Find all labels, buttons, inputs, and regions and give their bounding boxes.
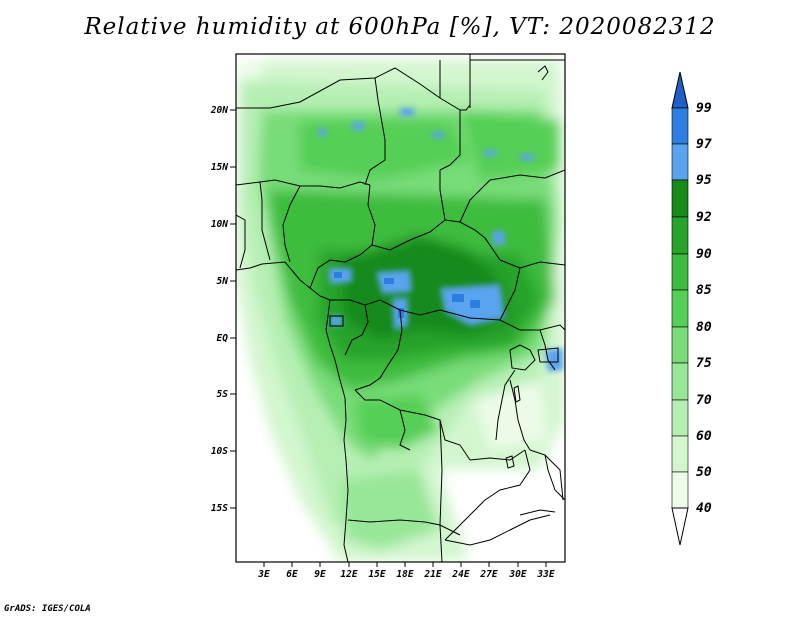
lat-tick-label: 15N: [211, 162, 228, 173]
colorbar-label: 99: [696, 101, 712, 116]
map-frame: [235, 53, 566, 563]
colorbar-bin: [671, 435, 689, 473]
colorbar-bin: [671, 143, 689, 181]
colorbar-label: 90: [696, 247, 712, 262]
lon-tick-label: 15E: [368, 569, 385, 580]
lat-tick-label: 20N: [210, 105, 228, 116]
lon-tick-label: 9E: [314, 569, 326, 580]
colorbar-label: 95: [696, 173, 712, 188]
colorbar-bin: [671, 471, 689, 509]
lon-tick-label: 21E: [423, 569, 441, 580]
map-title: Relative humidity at 600hPa [%], VT: 202…: [84, 14, 716, 40]
lon-tick-label: 33E: [536, 569, 554, 580]
lon-tick-label: 3E: [257, 569, 270, 580]
lon-tick-label: 6E: [286, 569, 298, 580]
lat-tick-label: 10N: [211, 219, 228, 230]
lon-axis: 3E 6E 9E 12E 15E 18E 21E 24E 27E 30E 33E: [257, 562, 555, 580]
borders: [236, 54, 565, 562]
lat-tick-label: EQ: [217, 333, 229, 344]
colorbar-bin: [671, 326, 689, 364]
colorbar-label: 80: [696, 320, 712, 335]
colorbar-bin: [671, 107, 689, 145]
lat-tick-label: 5S: [217, 389, 229, 400]
software-credit: GrADS: IGES/COLA: [4, 604, 91, 614]
lon-tick-label: 24E: [451, 569, 469, 580]
colorbar-top-arrow: [671, 71, 689, 109]
lat-tick-label: 10S: [211, 446, 228, 457]
colorbar: 99 97 95 92 90 85 80 75 70 60 50 40: [671, 71, 712, 546]
colorbar-label: 40: [696, 501, 712, 516]
colorbar-label: 85: [696, 283, 712, 298]
colorbar-bottom-arrow: [671, 507, 689, 546]
colorbar-label: 70: [696, 393, 712, 408]
colorbar-label: 97: [696, 137, 712, 152]
colorbar-bin: [671, 253, 689, 291]
colorbar-bin: [671, 362, 689, 401]
lat-axis: 20N 15N 10N 5N EQ 5S 10S 15S: [210, 105, 236, 514]
lon-tick-label: 27E: [479, 569, 497, 580]
lat-tick-label: 15S: [211, 503, 228, 514]
colorbar-label: 92: [696, 210, 712, 225]
colorbar-label: 60: [696, 429, 712, 444]
lon-tick-label: 18E: [396, 569, 413, 580]
colorbar-label: 75: [696, 356, 712, 371]
colorbar-bin: [671, 179, 689, 218]
lat-tick-label: 5N: [217, 276, 229, 287]
lon-tick-label: 12E: [340, 569, 357, 580]
colorbar-bin: [671, 216, 689, 255]
colorbar-label: 50: [696, 465, 712, 480]
colorbar-bin: [671, 289, 689, 328]
colorbar-bin: [671, 399, 689, 437]
lon-tick-label: 30E: [508, 569, 526, 580]
